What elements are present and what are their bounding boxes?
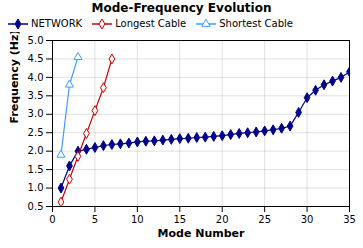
svg-text:2.5: 2.5	[28, 127, 44, 138]
svg-text:2.0: 2.0	[28, 145, 44, 156]
svg-text:3.5: 3.5	[28, 90, 44, 101]
svg-text:0: 0	[49, 214, 55, 225]
html-text:Longest Cable: Longest Cable	[115, 18, 187, 29]
html-text:NETWORK: NETWORK	[31, 18, 83, 29]
svg-text:1.5: 1.5	[28, 164, 44, 175]
svg-text:5: 5	[92, 214, 98, 225]
html-text:Mode-Frequency Evolution: Mode-Frequency Evolution	[91, 1, 272, 15]
svg-text:3.0: 3.0	[28, 108, 44, 119]
svg-text:0.5: 0.5	[28, 201, 44, 212]
svg-text:15: 15	[173, 214, 186, 225]
svg-text:4.5: 4.5	[28, 53, 44, 64]
svg-text:25: 25	[258, 214, 271, 225]
svg-text:20: 20	[216, 214, 229, 225]
html-text:Shortest Cable: Shortest Cable	[219, 18, 293, 29]
svg-text:Frequency (Hz): Frequency (Hz)	[8, 32, 21, 124]
svg-text:35: 35	[343, 214, 356, 225]
svg-text:4.0: 4.0	[28, 72, 44, 83]
svg-text:Mode Number: Mode Number	[158, 227, 246, 240]
svg-text:10: 10	[131, 214, 144, 225]
svg-text:5.0: 5.0	[28, 35, 44, 46]
svg-text:30: 30	[301, 214, 314, 225]
svg-text:1.0: 1.0	[28, 182, 44, 193]
